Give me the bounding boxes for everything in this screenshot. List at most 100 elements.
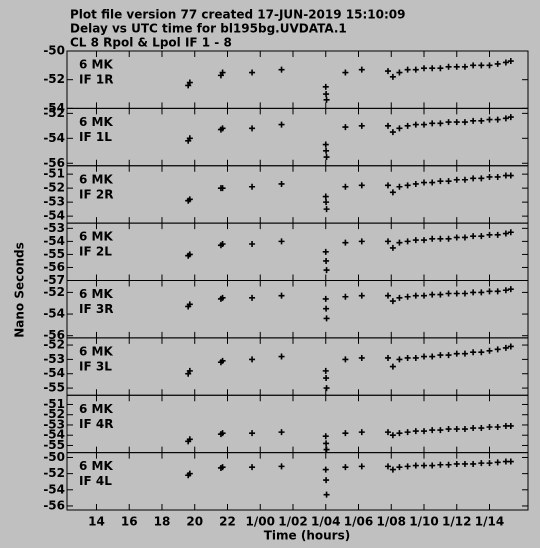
data-point — [429, 353, 436, 360]
data-point — [461, 460, 468, 467]
title-line: Plot file version 77 created 17-JUN-2019… — [70, 8, 405, 22]
data-point — [461, 290, 468, 297]
data-point — [445, 178, 452, 185]
data-point — [445, 119, 452, 126]
y-tick-label: -55 — [43, 247, 65, 261]
panel-label: IF 1L — [79, 130, 112, 144]
data-point — [421, 237, 428, 244]
panel-label: 6 MK — [79, 287, 113, 301]
data-point — [396, 464, 403, 471]
data-point — [421, 462, 428, 469]
data-point — [186, 135, 193, 142]
data-point — [412, 121, 419, 128]
data-point — [461, 234, 468, 241]
data-point — [453, 350, 460, 357]
data-point — [249, 294, 256, 301]
data-point — [384, 463, 391, 470]
y-tick-label: -56 — [43, 328, 65, 342]
data-point — [421, 121, 428, 128]
data-point — [502, 344, 509, 351]
data-point — [278, 353, 285, 360]
data-point — [323, 206, 330, 213]
y-tick-label: -56 — [43, 498, 65, 512]
data-point — [322, 433, 329, 440]
data-point — [507, 422, 514, 429]
x-tick-label: 1/04 — [311, 515, 340, 529]
data-point — [249, 69, 256, 76]
y-tick-label: -51 — [43, 167, 65, 181]
panel-frame — [66, 107, 529, 167]
y-tick-label: -52 — [43, 466, 65, 480]
data-point — [421, 292, 428, 299]
data-point — [429, 462, 436, 469]
data-point — [404, 238, 411, 245]
data-point — [429, 291, 436, 298]
x-axis-label: Time (hours) — [264, 529, 350, 543]
data-point — [470, 289, 477, 296]
panel-label: IF 3R — [79, 302, 113, 316]
x-tick-label: 1/08 — [377, 515, 406, 529]
data-point — [429, 179, 436, 186]
data-point — [322, 141, 329, 148]
data-point — [445, 235, 452, 242]
panel-frame — [66, 50, 529, 109]
panel-frame — [66, 222, 529, 281]
data-point — [453, 234, 460, 241]
y-tick-label: -53 — [43, 417, 65, 431]
data-point — [186, 196, 193, 203]
y-tick-label: -54 — [43, 307, 65, 321]
data-point — [389, 73, 396, 80]
data-point — [396, 356, 403, 363]
data-point — [249, 183, 256, 190]
y-tick-label: -52 — [43, 106, 65, 120]
x-tick-label: 1/02 — [278, 515, 307, 529]
data-point — [278, 180, 285, 187]
data-point — [486, 231, 493, 238]
data-point — [502, 287, 509, 294]
data-point — [502, 59, 509, 66]
data-point — [453, 460, 460, 467]
y-tick-label: -54 — [43, 366, 65, 380]
data-point — [486, 116, 493, 123]
panel-label: IF 2L — [79, 245, 112, 259]
data-point — [412, 66, 419, 73]
y-tick-label: -53 — [43, 221, 65, 235]
panel-frame — [66, 337, 529, 396]
title-line: Delay vs UTC time for bl195bg.UVDATA.1 — [70, 22, 347, 36]
panel-frame — [66, 165, 529, 224]
data-point — [396, 294, 403, 301]
data-point — [478, 62, 485, 69]
panel-label: 6 MK — [79, 402, 113, 416]
data-point — [322, 367, 329, 374]
panel-label: IF 4L — [79, 474, 112, 488]
x-tick-label: 1/10 — [409, 515, 438, 529]
data-point — [404, 293, 411, 300]
data-point — [358, 292, 365, 299]
data-point — [342, 183, 349, 190]
data-point — [404, 354, 411, 361]
data-point — [384, 238, 391, 245]
y-tick-label: -55 — [43, 438, 65, 452]
data-point — [445, 352, 452, 359]
panel-label: 6 MK — [79, 172, 113, 186]
data-point — [486, 288, 493, 295]
data-point — [249, 240, 256, 247]
data-point — [470, 62, 477, 69]
data-point — [322, 83, 329, 90]
data-point — [389, 129, 396, 136]
data-point — [507, 114, 514, 121]
data-point — [249, 125, 256, 132]
data-point — [494, 116, 501, 123]
data-point — [384, 354, 391, 361]
x-tick-label: 14 — [88, 515, 105, 529]
y-tick-label: -54 — [43, 209, 65, 223]
data-point — [404, 429, 411, 436]
title-line: CL 8 Rpol & Lpol IF 1 - 8 — [70, 36, 232, 50]
data-point — [384, 429, 391, 436]
data-point — [507, 172, 514, 179]
y-tick-label: -53 — [43, 195, 65, 209]
panel-frame — [66, 280, 529, 339]
data-point — [342, 464, 349, 471]
data-point — [278, 292, 285, 299]
data-point — [437, 65, 444, 72]
